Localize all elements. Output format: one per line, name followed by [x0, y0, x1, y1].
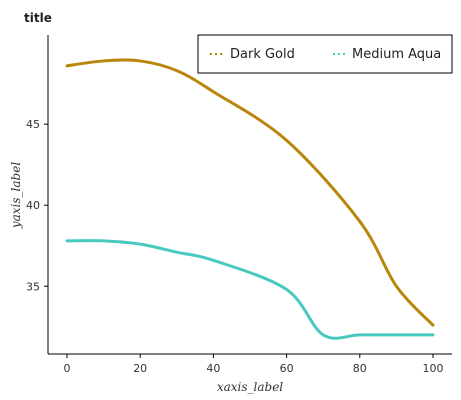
- series-line-medium-aqua: [65, 239, 435, 340]
- x-tick-label: 100: [423, 362, 444, 375]
- x-tick-label: 0: [64, 362, 71, 375]
- y-tick-layer: 35 40 45: [26, 118, 48, 293]
- y-axis-title: yaxis_label: [9, 162, 23, 229]
- plot-area: 35 40 45 0 20 40 60 80 100: [26, 35, 452, 375]
- series-layer: [65, 58, 435, 340]
- x-tick-label: 80: [353, 362, 367, 375]
- series-line-dark-gold: [65, 58, 435, 327]
- x-tick-layer: 0 20 40 60 80 100: [64, 354, 444, 375]
- y-tick-label: 40: [26, 199, 40, 212]
- y-tick-label: 35: [26, 280, 40, 293]
- chart-title: title: [24, 11, 52, 25]
- legend-label-medium-aqua: Medium Aqua: [352, 47, 441, 62]
- y-tick-label: 45: [26, 118, 40, 131]
- legend-label-dark-gold: Dark Gold: [230, 47, 295, 62]
- legend: Dark Gold Medium Aqua: [197, 34, 453, 74]
- x-tick-label: 60: [280, 362, 294, 375]
- legend-box: [197, 34, 453, 74]
- x-axis-title: xaxis_label: [217, 380, 283, 394]
- x-tick-label: 20: [133, 362, 147, 375]
- x-tick-label: 40: [206, 362, 220, 375]
